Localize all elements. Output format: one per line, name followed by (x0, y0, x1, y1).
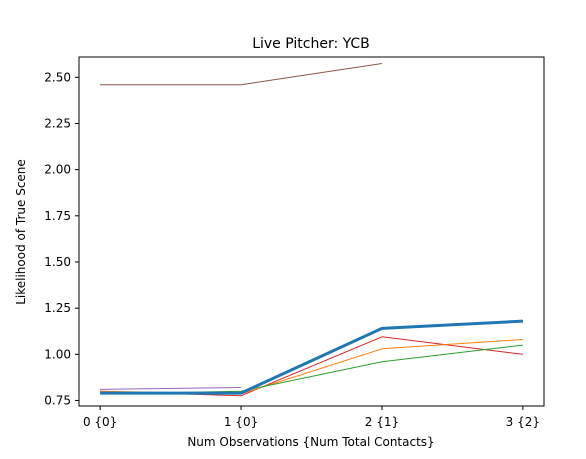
x-tick-label: 2 {1} (365, 415, 399, 429)
series-line-2 (100, 336, 523, 397)
y-axis-label: Likelihood of True Scene (14, 159, 28, 305)
plot-frame (78, 56, 545, 407)
y-tick-label: 1.50 (44, 255, 71, 269)
x-axis-label: Num Observations {Num Total Contacts} (187, 435, 434, 449)
y-tick-label: 1.00 (44, 347, 71, 361)
x-tick-label: 3 {2} (506, 415, 540, 429)
series-layer (100, 63, 523, 397)
series-line-0 (100, 63, 383, 86)
y-tick-label: 2.50 (44, 70, 71, 84)
y-tick-label: 1.75 (44, 209, 71, 223)
axes-layer: 0.75 1.00 1.25 1.50 1.75 2.00 2.25 2.50 0 {0} 1 {… (44, 70, 540, 429)
y-tick-label: 0.75 (44, 393, 71, 407)
y-tick-label: 1.25 (44, 301, 71, 315)
x-tick-label: 0 {0} (83, 415, 117, 429)
y-tick-label: 2.25 (44, 116, 71, 130)
series-line-4 (100, 344, 523, 395)
series-line-1 (100, 387, 242, 390)
series-line-5 (100, 319, 523, 395)
x-tick-label: 1 {0} (224, 415, 258, 429)
chart-title: Live Pitcher: YCB (252, 36, 370, 52)
y-tick-label: 2.00 (44, 163, 71, 177)
